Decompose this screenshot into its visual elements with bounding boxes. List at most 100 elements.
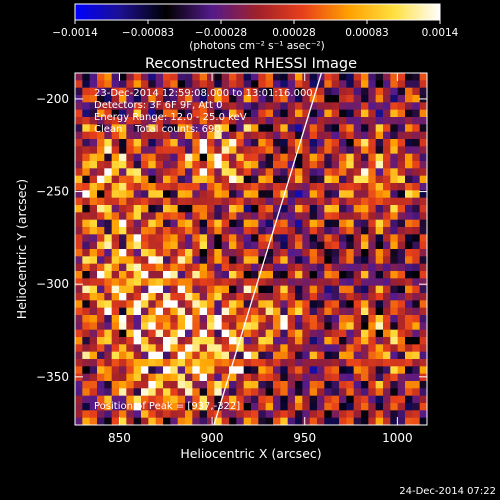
heatmap-cell bbox=[119, 80, 127, 89]
heatmap-cell bbox=[265, 219, 274, 228]
heatmap-cell bbox=[155, 256, 164, 265]
heatmap-cell bbox=[236, 366, 245, 375]
heatmap-cell bbox=[339, 337, 347, 345]
heatmap-cell bbox=[148, 146, 157, 155]
heatmap-cell bbox=[317, 395, 325, 404]
heatmap-cell bbox=[324, 241, 333, 250]
heatmap-cell bbox=[185, 175, 193, 184]
heatmap-cell bbox=[346, 139, 355, 147]
heatmap-cell bbox=[324, 300, 333, 309]
heatmap-cell bbox=[236, 351, 245, 360]
heatmap-cell bbox=[199, 395, 208, 404]
heatmap-cell bbox=[383, 403, 391, 411]
heatmap-cell bbox=[287, 227, 296, 235]
heatmap-cell bbox=[221, 109, 230, 118]
heatmap-cell bbox=[177, 241, 186, 250]
heatmap-cell bbox=[104, 381, 113, 389]
heatmap-cell bbox=[295, 183, 303, 191]
heatmap-cell bbox=[82, 329, 91, 338]
heatmap-cell bbox=[339, 315, 347, 323]
heatmap-cell bbox=[126, 117, 135, 125]
heatmap-cell bbox=[405, 271, 413, 279]
heatmap-cell bbox=[339, 293, 347, 301]
heatmap-cell bbox=[177, 307, 186, 316]
heatmap-cell bbox=[309, 293, 318, 301]
heatmap-cell bbox=[243, 315, 252, 323]
heatmap-cell bbox=[419, 278, 427, 287]
heatmap-cell bbox=[383, 102, 391, 111]
heatmap-cell bbox=[273, 241, 281, 250]
heatmap-cell bbox=[309, 234, 318, 243]
heatmap-cell bbox=[214, 300, 223, 309]
heatmap-cell bbox=[236, 315, 245, 323]
heatmap-cell bbox=[390, 307, 399, 316]
heatmap-cell bbox=[236, 373, 245, 382]
heatmap-cell bbox=[170, 80, 179, 89]
heatmap-cell bbox=[258, 146, 267, 155]
heatmap-cell bbox=[141, 322, 149, 331]
heatmap-cell bbox=[295, 95, 303, 103]
heatmap-cell bbox=[280, 271, 289, 279]
heatmap-cell bbox=[119, 315, 127, 323]
heatmap-cell bbox=[317, 109, 325, 118]
heatmap-cell bbox=[177, 278, 186, 287]
heatmap-cell bbox=[383, 263, 391, 272]
heatmap-cell bbox=[192, 285, 201, 294]
heatmap-cell bbox=[236, 102, 245, 111]
heatmap-cell bbox=[133, 315, 142, 323]
heatmap-cell bbox=[177, 219, 186, 228]
heatmap-cell bbox=[170, 139, 179, 147]
heatmap-cell bbox=[397, 395, 406, 404]
heatmap-cell bbox=[170, 212, 179, 221]
heatmap-cell bbox=[353, 344, 362, 353]
heatmap-cell bbox=[207, 263, 215, 272]
heatmap-cell bbox=[155, 139, 164, 147]
heatmap-cell bbox=[295, 388, 303, 397]
heatmap-cell bbox=[251, 410, 259, 419]
heatmap-cell bbox=[104, 241, 113, 250]
heatmap-cell bbox=[405, 73, 413, 81]
heatmap-cell bbox=[133, 256, 142, 265]
heatmap-cell bbox=[287, 95, 296, 103]
heatmap-cell bbox=[419, 249, 427, 257]
heatmap-cell bbox=[89, 256, 98, 265]
heatmap-cell bbox=[302, 124, 311, 133]
heatmap-cell bbox=[148, 388, 157, 397]
heatmap-cell bbox=[243, 219, 252, 228]
heatmap-cell bbox=[368, 285, 377, 294]
heatmap-cell bbox=[177, 322, 186, 331]
heatmap-cell bbox=[170, 322, 179, 331]
heatmap-cell bbox=[170, 241, 179, 250]
heatmap-cell bbox=[361, 337, 369, 345]
heatmap-cell bbox=[236, 263, 245, 272]
heatmap-cell bbox=[295, 161, 303, 169]
heatmap-cell bbox=[236, 410, 245, 419]
heatmap-cell bbox=[317, 190, 325, 199]
heatmap-cell bbox=[126, 263, 135, 272]
heatmap-cell bbox=[236, 278, 245, 287]
heatmap-cell bbox=[104, 329, 113, 338]
heatmap-cell bbox=[89, 293, 98, 301]
heatmap-cell bbox=[148, 300, 157, 309]
heatmap-cell bbox=[287, 300, 296, 309]
heatmap-cell bbox=[353, 403, 362, 411]
heatmap-cell bbox=[229, 161, 237, 169]
heatmap-cell bbox=[177, 293, 186, 301]
heatmap-cell bbox=[405, 80, 413, 89]
heatmap-cell bbox=[331, 271, 340, 279]
heatmap-cell bbox=[214, 351, 223, 360]
heatmap-cell bbox=[155, 73, 164, 81]
heatmap-cell bbox=[207, 403, 215, 411]
heatmap-cell bbox=[155, 212, 164, 221]
heatmap-cell bbox=[375, 183, 384, 191]
heatmap-cell bbox=[317, 219, 325, 228]
heatmap-cell bbox=[287, 285, 296, 294]
heatmap-cell bbox=[207, 285, 215, 294]
heatmap-cell bbox=[265, 139, 274, 147]
heatmap-cell bbox=[317, 366, 325, 375]
heatmap-cell bbox=[317, 241, 325, 250]
heatmap-cell bbox=[280, 234, 289, 243]
heatmap-cell bbox=[390, 190, 399, 199]
heatmap-cell bbox=[104, 285, 113, 294]
heatmap-cell bbox=[287, 109, 296, 118]
